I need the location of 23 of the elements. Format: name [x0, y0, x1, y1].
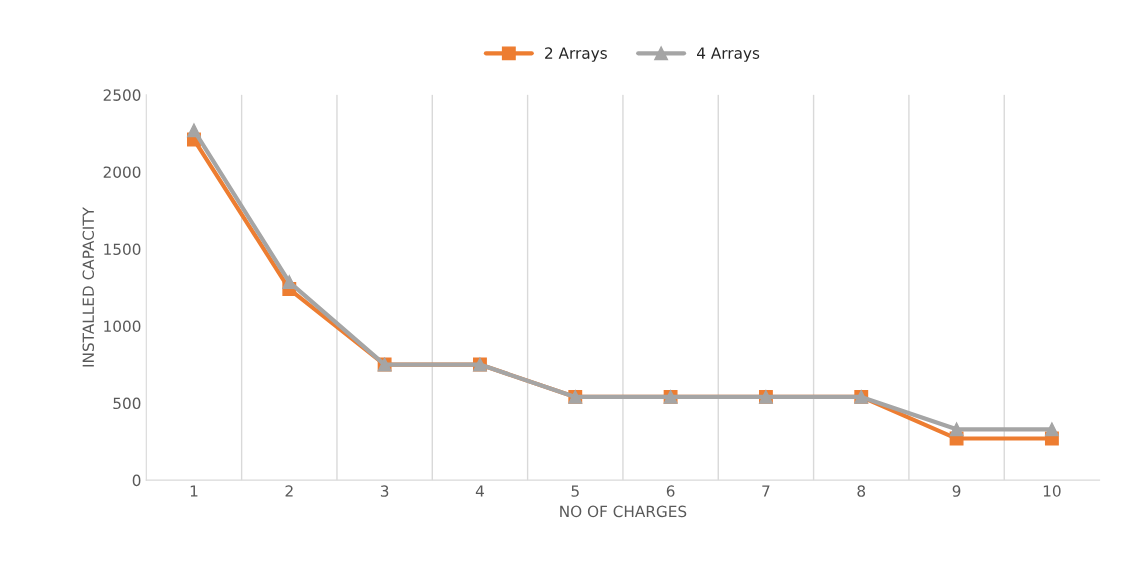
x-tick-label: 10: [1043, 485, 1061, 497]
y-axis-title: INSTALLED CAPACITY: [82, 207, 95, 367]
y-tick-label: 1000: [104, 320, 141, 333]
x-tick-label: 7: [762, 485, 770, 497]
x-tick-label: 2: [285, 485, 293, 497]
y-tick-label: 1500: [104, 243, 141, 255]
legend-label: 4 Arrays: [697, 47, 760, 62]
point: [949, 422, 964, 437]
x-tick-label: 4: [475, 485, 484, 497]
x-tick-label: 8: [857, 485, 866, 497]
point: [187, 123, 201, 138]
x-tick-label: 5: [571, 485, 579, 497]
point: [1044, 422, 1059, 437]
x-tick-label: 3: [380, 485, 389, 497]
x-tick-label: 6: [666, 485, 675, 497]
x-tick-label: 1: [190, 485, 198, 497]
legend-label: 2 Arrays: [545, 47, 607, 62]
y-tick-label: 0: [132, 474, 141, 487]
x-tick-label: 9: [952, 485, 961, 497]
x-axis-title: NO OF CHARGES: [560, 505, 687, 518]
y-tick-label: 2000: [103, 166, 141, 178]
y-tick-label: 500: [113, 397, 141, 410]
y-tick-label: 2500: [103, 89, 141, 101]
